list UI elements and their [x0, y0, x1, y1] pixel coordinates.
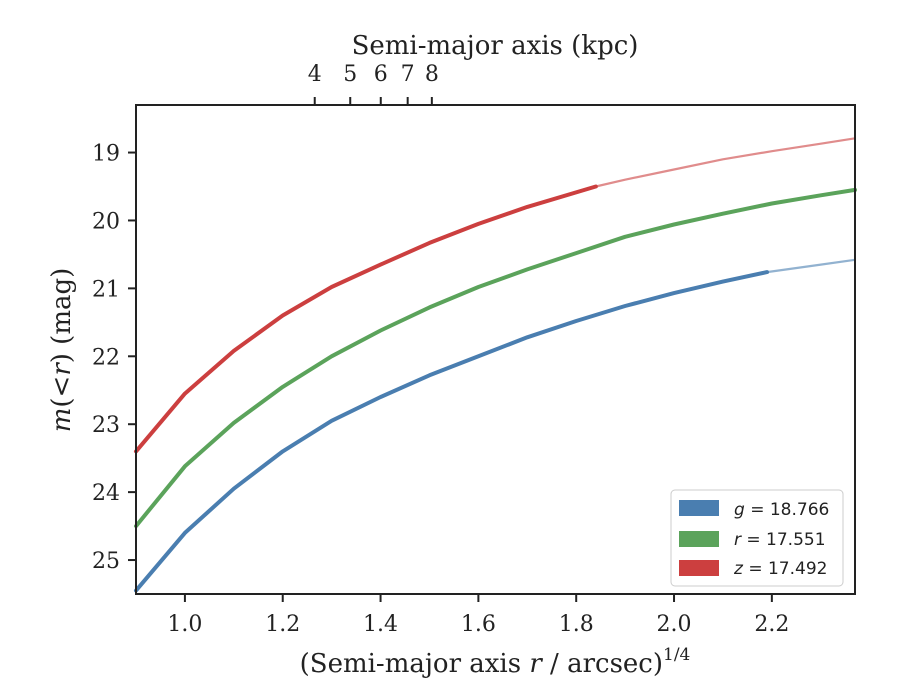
- legend-swatch-r: [679, 531, 719, 547]
- top-tick-label: 7: [401, 62, 415, 87]
- y-tick-label: 22: [92, 345, 120, 370]
- y-axis-title-m: m: [47, 408, 77, 433]
- legend-label-z: z = 17.492: [733, 559, 827, 579]
- legend-value-g: = 18.766: [745, 500, 830, 520]
- legend-var-z: z: [733, 559, 744, 579]
- plot-frame: [135, 104, 856, 595]
- top-tick-label: 6: [374, 62, 388, 87]
- y-axis-title-rest: ) (mag): [47, 268, 77, 364]
- y-axis-title: m(<r) (mag): [47, 268, 77, 433]
- y-tick-label: 24: [92, 481, 120, 506]
- legend-label-r: r = 17.551: [734, 530, 826, 550]
- series-z-extrapolated-line: [595, 137, 856, 188]
- y-axis-ticks: 19 20 21 22 23 24 25: [92, 142, 136, 574]
- legend-value-r: = 17.551: [741, 530, 826, 550]
- series-z-line: [134, 184, 598, 454]
- x-tick-label: 1.6: [461, 612, 496, 637]
- y-tick-label: 21: [92, 277, 120, 302]
- x-axis-title-sup: 1/4: [663, 645, 690, 665]
- y-tick-label: 19: [92, 142, 120, 167]
- series-g-extrapolated-line: [766, 258, 856, 274]
- legend-swatch-g: [679, 500, 719, 516]
- x-axis-title-var: r: [529, 649, 543, 679]
- top-tick-label: 5: [343, 62, 357, 87]
- y-tick-label: 25: [92, 549, 120, 574]
- y-axis-title-r: r: [47, 362, 77, 376]
- legend: g = 18.766 r = 17.551 z = 17.492: [670, 489, 844, 587]
- x-tick-label: 2.0: [657, 612, 692, 637]
- y-tick-label: 23: [92, 413, 120, 438]
- top-tick-label: 8: [425, 62, 439, 87]
- x-axis-title-main: (Semi-major axis: [300, 649, 530, 679]
- x-axis-ticks: 1.0 1.2 1.4 1.6 1.8 2.0 2.2: [167, 594, 789, 637]
- x-tick-label: 1.0: [167, 612, 202, 637]
- x-axis-title-rest: / arcsec): [542, 649, 663, 679]
- legend-var-r: r: [734, 530, 742, 550]
- legend-var-g: g: [734, 500, 745, 520]
- x-tick-label: 1.8: [559, 612, 594, 637]
- series-g-line: [134, 270, 769, 593]
- legend-value-z: = 17.492: [743, 559, 828, 579]
- plot-lines: [134, 137, 857, 593]
- top-axis-title: Semi-major axis (kpc): [352, 31, 639, 61]
- x-tick-label: 1.2: [265, 612, 300, 637]
- legend-label-g: g = 18.766: [734, 500, 829, 520]
- top-tick-label: 4: [308, 62, 322, 87]
- y-tick-label: 20: [92, 209, 120, 234]
- x-tick-label: 2.2: [754, 612, 789, 637]
- y-axis-title-paren: (<: [47, 376, 77, 408]
- legend-swatch-z: [679, 560, 719, 576]
- x-axis-title: (Semi-major axis r / arcsec)1/4: [300, 645, 691, 679]
- series-r-line: [134, 187, 857, 529]
- x-tick-label: 1.4: [363, 612, 398, 637]
